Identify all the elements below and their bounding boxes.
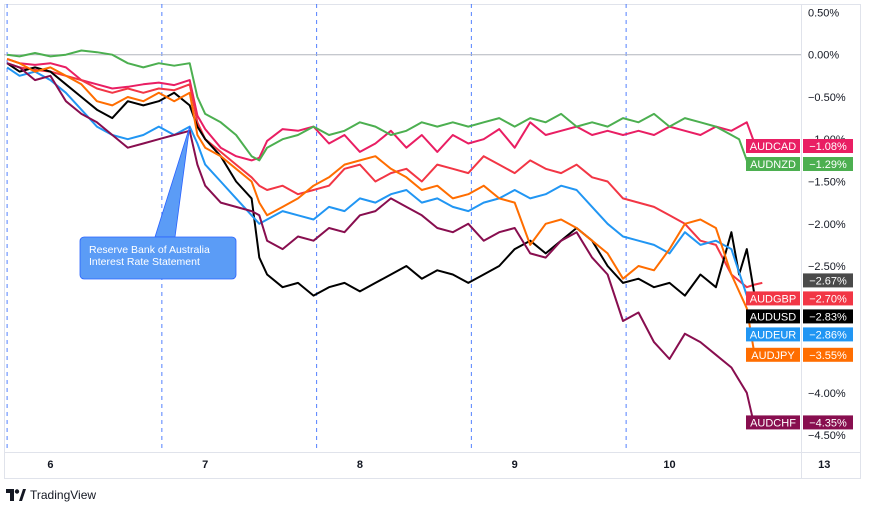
y-tick-label: −4.00%: [808, 388, 846, 400]
series-name-label: AUDGBP: [750, 293, 796, 305]
series-name-label: AUDCAD: [750, 141, 797, 153]
series-line-audjpy: [6, 57, 763, 356]
series-value-label: −3.55%: [809, 350, 847, 362]
series-value-label: −1.08%: [809, 141, 847, 153]
series-name-label: AUDJPY: [751, 350, 795, 362]
series-value-badge: [803, 139, 853, 154]
series-value-badge: [803, 309, 853, 324]
series-name-badge: [746, 139, 800, 154]
series-line-audchf: [6, 62, 763, 428]
series-line-audnzd: [6, 49, 763, 166]
series-layer: [6, 49, 763, 428]
x-tick-label: 13: [818, 459, 830, 471]
y-tick-label: −1.50%: [808, 177, 846, 189]
series-name-badge: [746, 347, 800, 362]
series-line-audcad: [6, 57, 763, 162]
series-value-badge: [803, 157, 853, 172]
tradingview-logo-icon: [6, 489, 26, 501]
series-value-label: −2.86%: [809, 329, 847, 341]
y-tick-label: −4.50%: [808, 430, 846, 442]
y-tick-label: 0.50%: [808, 7, 839, 19]
tradingview-brand[interactable]: TradingView: [6, 486, 96, 504]
series-value-badge: [803, 273, 853, 288]
series-value-badge: [803, 291, 853, 306]
series-line-audusd: [6, 62, 763, 297]
series-value-label: −2.83%: [809, 311, 847, 323]
series-name-label: AUDUSD: [750, 311, 797, 323]
annotation-line-1: Reserve Bank of Australia: [89, 244, 210, 256]
y-tick-label: −2.50%: [808, 261, 846, 273]
series-name-badge: [746, 327, 800, 342]
series-value-badge: [803, 347, 853, 362]
series-value-label: −4.35%: [809, 417, 847, 429]
x-tick-label: 8: [357, 459, 363, 471]
y-tick-label: 0.00%: [808, 50, 839, 62]
x-tick-label: 10: [663, 459, 675, 471]
series-name-badge: [746, 309, 800, 324]
series-name-badge: [746, 415, 800, 430]
series-line-audgbp: [6, 62, 763, 289]
y-tick-label: −2.00%: [808, 219, 846, 231]
x-tick-label: 9: [512, 459, 518, 471]
annotation-box[interactable]: [79, 236, 237, 280]
series-name-badge: [746, 157, 800, 172]
series-value-label: −1.29%: [809, 159, 847, 171]
x-tick-label: 7: [202, 459, 208, 471]
x-axis: 6 7 8 9 10 13: [47, 459, 830, 471]
series-value-label: −2.70%: [809, 293, 847, 305]
series-name-badge: [746, 291, 800, 306]
series-value-label: −2.67%: [809, 275, 847, 287]
series-value-badge: [803, 415, 853, 430]
series-value-badge: [803, 327, 853, 342]
series-line-audeur: [6, 66, 763, 301]
annotation-line-2: Interest Rate Statement: [89, 256, 200, 268]
x-tick-label: 6: [47, 459, 53, 471]
series-name-label: AUDEUR: [750, 329, 797, 341]
y-tick-label: −0.50%: [808, 92, 846, 104]
series-name-label: AUDCHF: [750, 417, 796, 429]
brand-name: TradingView: [30, 488, 97, 502]
price-badges: AUDCAD −1.08% AUDNZD −1.29% −2.67% AUDGBP −2.7…: [746, 139, 853, 430]
y-axis: 0.50%0.00%−0.50%−1.00%−1.50%−2.00%−2.50%…: [808, 7, 846, 442]
series-name-label: AUDNZD: [750, 159, 796, 171]
